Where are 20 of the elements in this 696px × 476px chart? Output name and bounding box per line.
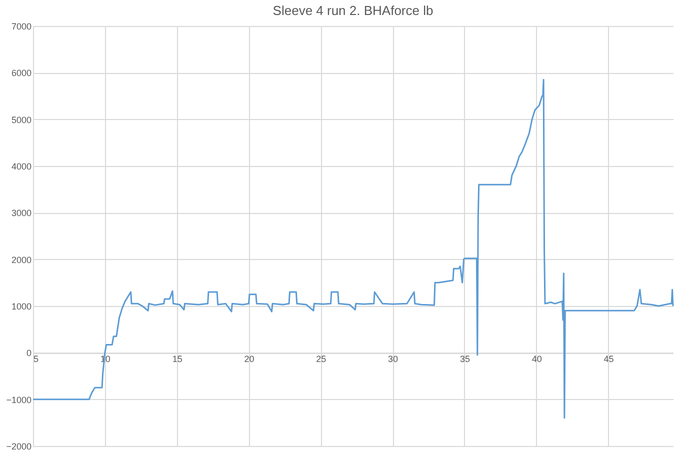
y-tick-label: 2000 xyxy=(11,254,32,265)
y-tick-label: 0 xyxy=(26,348,32,358)
y-tick-label: 1000 xyxy=(11,302,32,312)
y-tick-label: 3000 xyxy=(11,208,32,218)
chart-title: Sleeve 4 run 2. BHAforce lb xyxy=(272,3,434,18)
x-tick-label: 15 xyxy=(172,354,182,364)
y-tick-label: 6000 xyxy=(11,68,32,78)
y-tick-label: 5000 xyxy=(11,114,32,125)
y-tick-label: 4000 xyxy=(11,162,32,172)
x-tick-label: 45 xyxy=(604,354,614,364)
x-tick-label: 30 xyxy=(388,354,398,364)
y-tick-label: 7000 xyxy=(11,22,32,32)
x-tick-label: 40 xyxy=(532,354,542,364)
line-series xyxy=(32,78,674,419)
x-tick-label: 20 xyxy=(244,354,254,364)
x-tick-label: 25 xyxy=(316,354,326,364)
y-tick-label: −2000 xyxy=(6,442,32,452)
x-tick-label: 5 xyxy=(34,354,39,364)
x-tick-label: 35 xyxy=(460,354,470,364)
y-tick-label: −1000 xyxy=(6,394,32,405)
